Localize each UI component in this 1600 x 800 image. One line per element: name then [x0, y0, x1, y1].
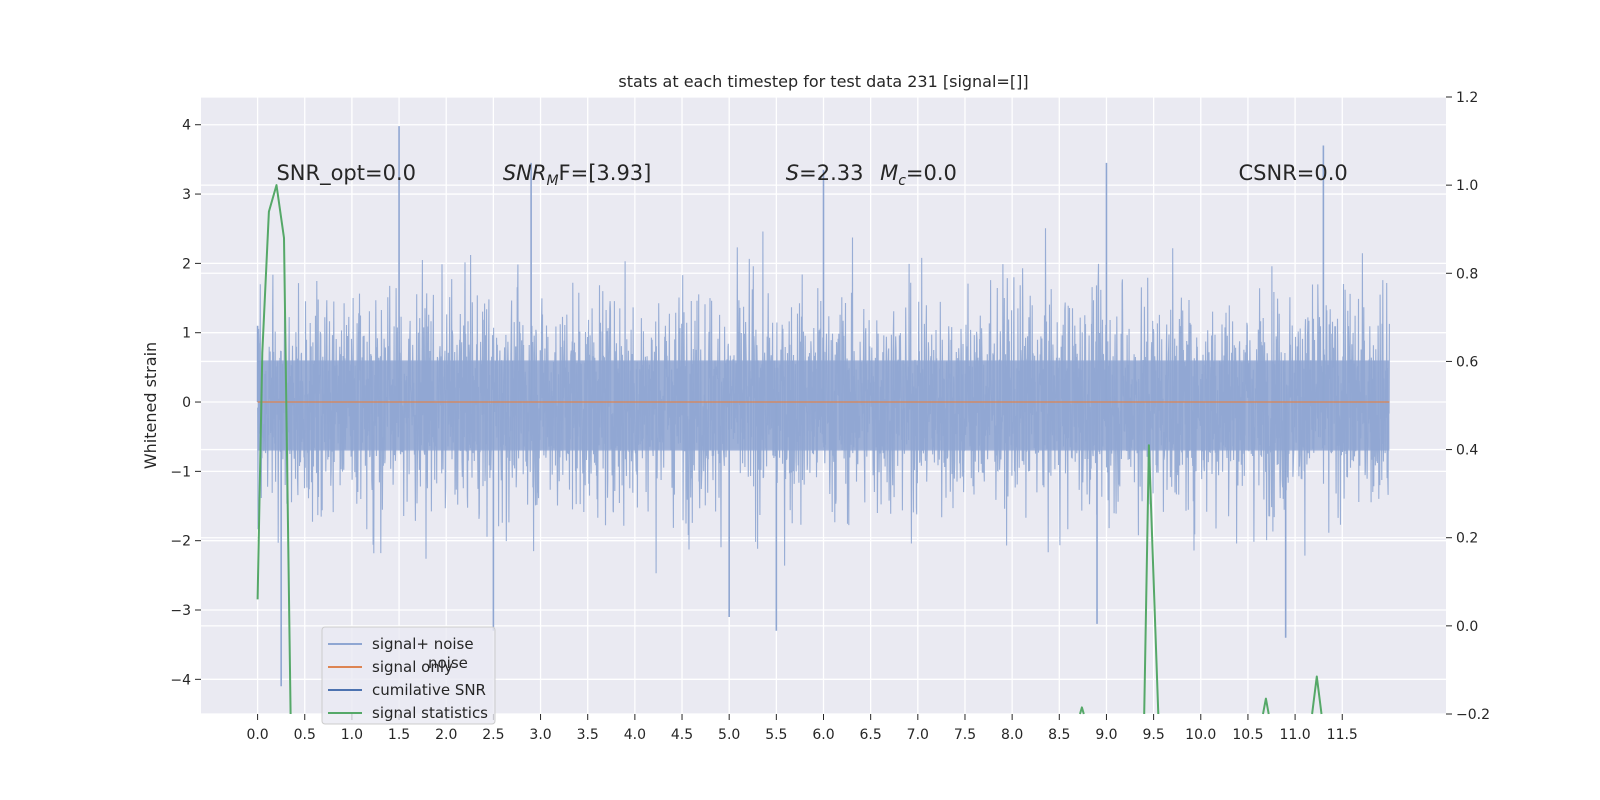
- x-tick-label: 7.5: [954, 727, 976, 743]
- x-tick-label: 10.5: [1232, 727, 1263, 743]
- annotation: Mc=0.0: [880, 161, 957, 189]
- x-tick-label: 2.0: [435, 727, 457, 743]
- x-tick-label: 9.5: [1142, 727, 1164, 743]
- x-tick-label: 0.0: [246, 727, 268, 743]
- y-tick-label: −4: [170, 672, 191, 688]
- tick-labels: 0.0 0.5 1.0 1.5 2.0 2.5 3.0 3.5 4.0 4.5 5.0 5.5 6.0 6…: [170, 90, 1490, 743]
- y-tick-label: 2: [182, 256, 191, 272]
- signal-statistics-line: [1262, 697, 1270, 715]
- x-tick-label: 9.0: [1095, 727, 1117, 743]
- y-tick-label: 1: [182, 326, 191, 342]
- signal-statistics-line: [256, 184, 292, 715]
- signal-statistics-line: [1079, 706, 1085, 715]
- legend-ghost-text: noise: [428, 654, 468, 672]
- x-tick-label: 8.0: [1001, 727, 1023, 743]
- annotation: SNRMF=[3.93]: [503, 161, 652, 189]
- chart-title: stats at each timestep for test data 231…: [618, 72, 1028, 91]
- x-tick-label: 4.0: [624, 727, 646, 743]
- annotation: CSNR=0.0: [1239, 161, 1348, 185]
- y-tick-label: 0: [182, 395, 191, 411]
- x-tick-label: 6.0: [812, 727, 834, 743]
- legend-label: signal statistics: [372, 704, 488, 722]
- y-tick-label: −3: [170, 603, 191, 619]
- x-tick-label: 11.5: [1327, 727, 1358, 743]
- y2-tick-label: 0.0: [1456, 619, 1478, 635]
- x-tick-label: 1.0: [341, 727, 363, 743]
- y2-tick-label: 0.8: [1456, 266, 1478, 282]
- y-tick-label: −1: [170, 464, 191, 480]
- y-tick-label: 4: [182, 118, 191, 134]
- x-tick-label: 2.5: [482, 727, 504, 743]
- x-tick-label: 8.5: [1048, 727, 1070, 743]
- noise-series: [256, 126, 1390, 687]
- y2-tick-label: 0.4: [1456, 443, 1478, 459]
- x-tick-label: 7.0: [907, 727, 929, 743]
- x-tick-label: 6.5: [860, 727, 882, 743]
- legend-box: [321, 626, 496, 725]
- x-tick-label: 4.5: [671, 727, 693, 743]
- y2-tick-label: 1.0: [1456, 178, 1478, 194]
- x-tick-label: 3.5: [577, 727, 599, 743]
- legend-label: signal only: [372, 658, 453, 676]
- x-tick-label: 3.0: [529, 727, 551, 743]
- x-tick-label: 1.5: [388, 727, 410, 743]
- y-tick-label: −2: [170, 534, 191, 550]
- x-tick-label: 5.5: [765, 727, 787, 743]
- signal-statistics-line: [1311, 675, 1323, 715]
- y2-tick-label: −0.2: [1456, 707, 1490, 723]
- x-tick-label: 5.0: [718, 727, 740, 743]
- x-tick-label: 0.5: [294, 727, 316, 743]
- y2-tick-label: 0.6: [1456, 354, 1478, 370]
- y-tick-label: 3: [182, 187, 191, 203]
- y-axis-label: Whitened strain: [141, 342, 160, 469]
- x-tick-label: 10.0: [1185, 727, 1216, 743]
- annotation: SNR_opt=0.0: [276, 161, 416, 186]
- legend-label: signal+ noise: [372, 635, 474, 653]
- signal-statistics-line: [1143, 444, 1160, 715]
- series-lines: [256, 184, 1390, 715]
- y2-tick-label: 0.2: [1456, 531, 1478, 547]
- annotation: S=2.33: [786, 161, 864, 185]
- x-tick-label: 11.0: [1280, 727, 1311, 743]
- legend-label: cumilative SNR: [372, 681, 486, 699]
- y2-tick-label: 1.2: [1456, 90, 1478, 106]
- annotations: SNR_opt=0.0 SNRMF=[3.93] S=2.33 Mc=0.0 CSNR=…: [276, 161, 1347, 189]
